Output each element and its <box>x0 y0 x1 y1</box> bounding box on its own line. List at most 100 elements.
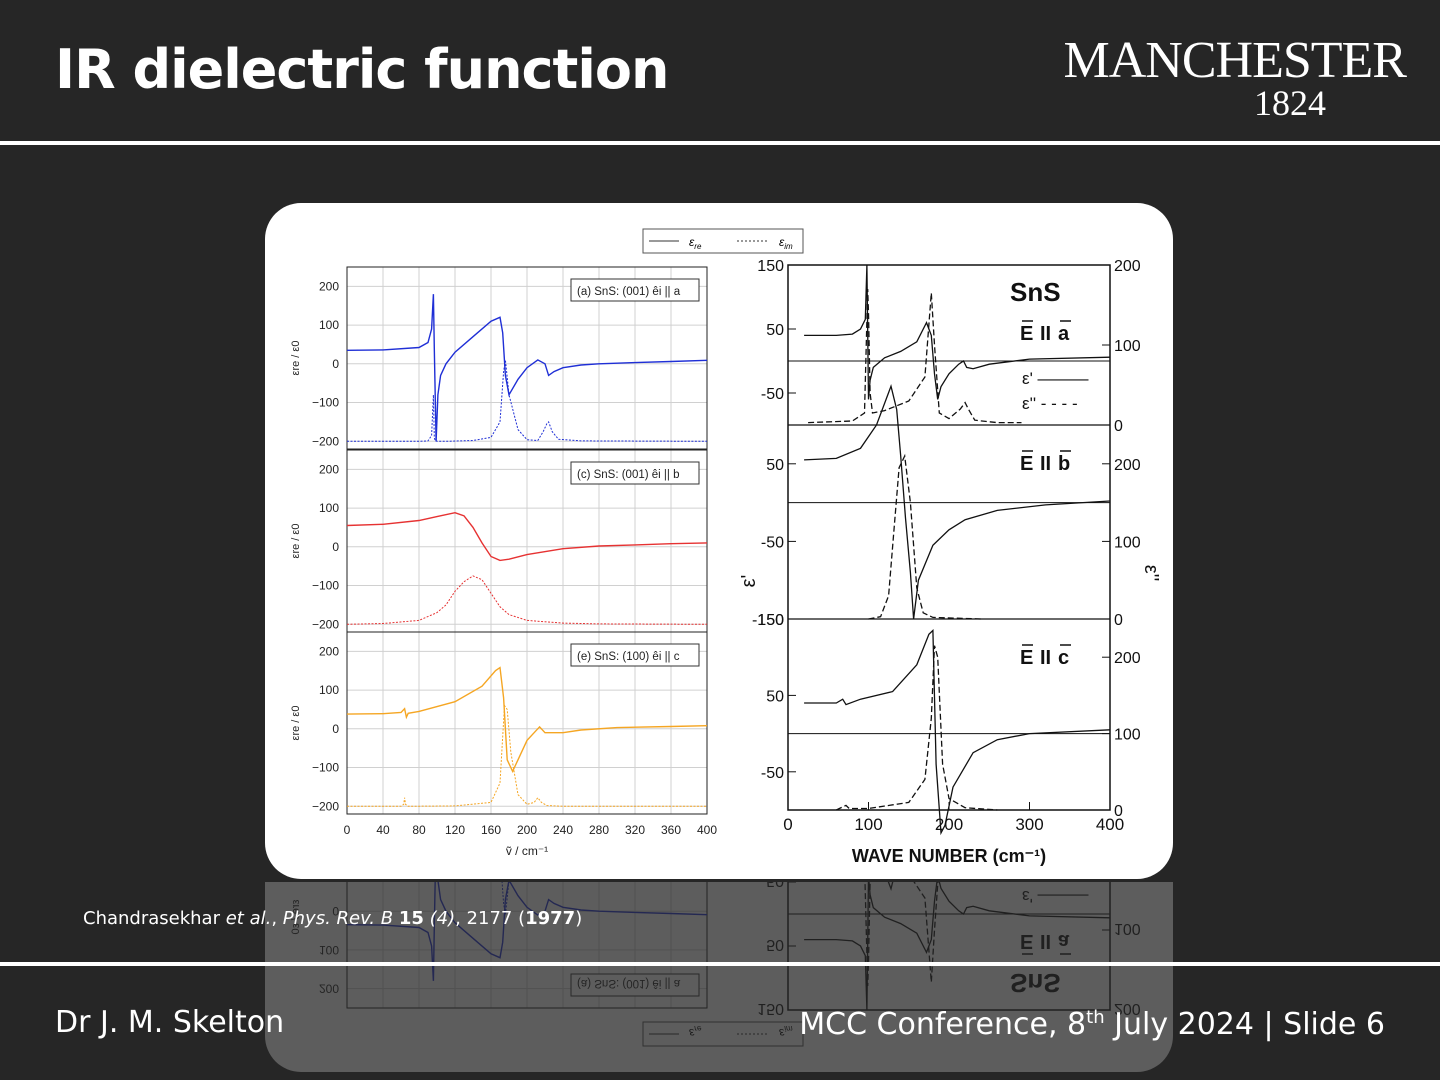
series-eps-double-prime-line <box>808 882 1022 987</box>
y-tick-label: 0 <box>332 357 339 371</box>
series-eps-re-line <box>346 882 708 981</box>
right-tick-label: 100 <box>1114 338 1141 355</box>
series-eps-double-prime-line <box>808 288 1022 424</box>
label-parallel: II <box>1040 323 1051 345</box>
panel-label: (e) SnS: (100) êi || c <box>570 643 700 667</box>
left-tick-label: -50 <box>761 534 784 551</box>
panel-label-box <box>570 278 700 302</box>
x-tick-label: 200 <box>517 823 537 837</box>
left-tick-label: -150 <box>752 612 784 629</box>
panel-polarization-label: E II a <box>1020 320 1071 345</box>
right-tick-label: 200 <box>1114 1000 1141 1017</box>
series-eps-prime-line <box>804 629 1111 836</box>
left-tick-label: -50 <box>761 882 784 889</box>
figure-svg: εre εim 200 100 0 −100 −200 εre / ε0 (a) SnS: … <box>290 228 1162 866</box>
legend-solid-label: εre <box>689 235 702 251</box>
x-tick-label: 120 <box>445 823 465 837</box>
manchester-logo: MANCHESTER 1824 <box>1060 32 1407 123</box>
left-tick-label: 150 <box>757 612 784 629</box>
panel-label-box <box>570 973 700 997</box>
label-parallel: II <box>1040 453 1051 475</box>
right-tick-label: 0 <box>1114 803 1123 820</box>
series-eps-double-prime-line <box>868 453 982 620</box>
x-tick-label: 400 <box>697 823 717 837</box>
logo-word: MANCHESTER <box>1063 32 1407 89</box>
label-axis: a <box>1058 930 1070 952</box>
series-eps-im-line <box>347 359 708 442</box>
series-eps-im-line <box>347 704 707 807</box>
y-tick-label: −200 <box>312 434 339 448</box>
y-tick-label: −200 <box>312 617 339 631</box>
right-y-axis-label-right: ε'' <box>1140 565 1162 582</box>
label-axis: a <box>1058 323 1070 345</box>
citation: Chandrasekhar et al., Phys. Rev. B 15 (4… <box>83 908 583 929</box>
chart-legend: εre εim <box>642 228 804 254</box>
panel-label: (c) SnS: (001) êi || b <box>570 461 700 485</box>
y-tick-label: 100 <box>319 501 339 515</box>
right-chart: 15050-502001000EIIa50-50-1502001000EIIb1… <box>757 882 1141 1017</box>
left-tick-label: 50 <box>766 457 784 474</box>
right-x-tick-label: 100 <box>854 815 882 834</box>
x-tick-label: 320 <box>625 823 645 837</box>
panel-frame <box>346 266 708 450</box>
legend-dashed-label: εim <box>779 235 793 251</box>
panel-label-text: (a) SnS: (001) êi || a <box>577 286 681 298</box>
y-tick-label: 200 <box>319 279 339 293</box>
right-x-tick-label: 0 <box>783 815 792 834</box>
left-tick-label: -50 <box>761 765 784 782</box>
right-tick-label: 200 <box>1114 258 1141 275</box>
header-rule <box>0 141 1440 145</box>
y-tick-label: −100 <box>312 396 339 410</box>
label-parallel: II <box>1040 930 1051 952</box>
right-panel-2: 150 50 -50 200 100 0 E II c <box>757 612 1141 836</box>
panel-label-box <box>570 643 700 667</box>
panel-frame <box>346 882 708 1009</box>
right-x-tick-label: 400 <box>1096 815 1124 834</box>
footer-author: Dr J. M. Skelton <box>55 1005 285 1040</box>
y-tick-label: 0 <box>332 722 339 736</box>
y-tick-label: 0 <box>332 904 339 918</box>
panel-label-text: (c) SnS: (001) êi || b <box>577 469 679 481</box>
left-chart: 200 100 0 −100 −200 εre / ε0 (a) SnS: (001) êi… <box>290 266 717 858</box>
y-tick-label: −100 <box>312 761 339 775</box>
panel-polarization-label: E II a <box>1020 930 1071 955</box>
right-x-tick-label: 200 <box>935 815 963 834</box>
x-tick-label: 40 <box>376 823 390 837</box>
y-axis-label: εre / ε0 <box>290 706 302 741</box>
y-tick-label: 100 <box>319 318 339 332</box>
series-eps-prime-line <box>804 882 1111 1011</box>
series-eps-re-line <box>346 511 708 562</box>
right-tick-label: 200 <box>1114 650 1141 667</box>
right-tick-label: 100 <box>1114 727 1141 744</box>
left-tick-label: 150 <box>757 1000 784 1017</box>
right-frame <box>787 882 1111 1011</box>
x-tick-label: 280 <box>589 823 609 837</box>
right-legend-eps-prime: ε' ——— <box>1022 369 1089 388</box>
label-parallel: II <box>1040 647 1051 669</box>
right-tick-label: 100 <box>1114 920 1141 937</box>
x-tick-label: 360 <box>661 823 681 837</box>
chart-legend: εre εim <box>642 1021 804 1047</box>
label-axis: b <box>1058 453 1070 475</box>
right-frame <box>787 264 1111 811</box>
label-E: E <box>1020 647 1033 669</box>
y-tick-label: 0 <box>332 540 339 554</box>
right-legend-eps-double-prime: ε'' - - - - <box>1022 394 1078 413</box>
series-eps-im-line <box>347 882 708 916</box>
right-panel-1: 50 -50 -150 200 100 0 E II b <box>752 383 1141 629</box>
logo-year: 1824 <box>1254 83 1326 123</box>
right-y-axis-label-left: ε' <box>738 575 760 588</box>
left-panel-1: 200 100 0 −100 −200 εre / ε0 (c) SnS: (001) êi… <box>290 449 708 633</box>
y-tick-label: 100 <box>319 683 339 697</box>
series-eps-re-line <box>346 666 708 774</box>
left-tick-label: 50 <box>766 322 784 339</box>
footer-rule <box>0 962 1440 966</box>
panel-label-box <box>570 461 700 485</box>
panel-polarization-label: E II c <box>1020 644 1071 669</box>
y-tick-label: 200 <box>319 462 339 476</box>
